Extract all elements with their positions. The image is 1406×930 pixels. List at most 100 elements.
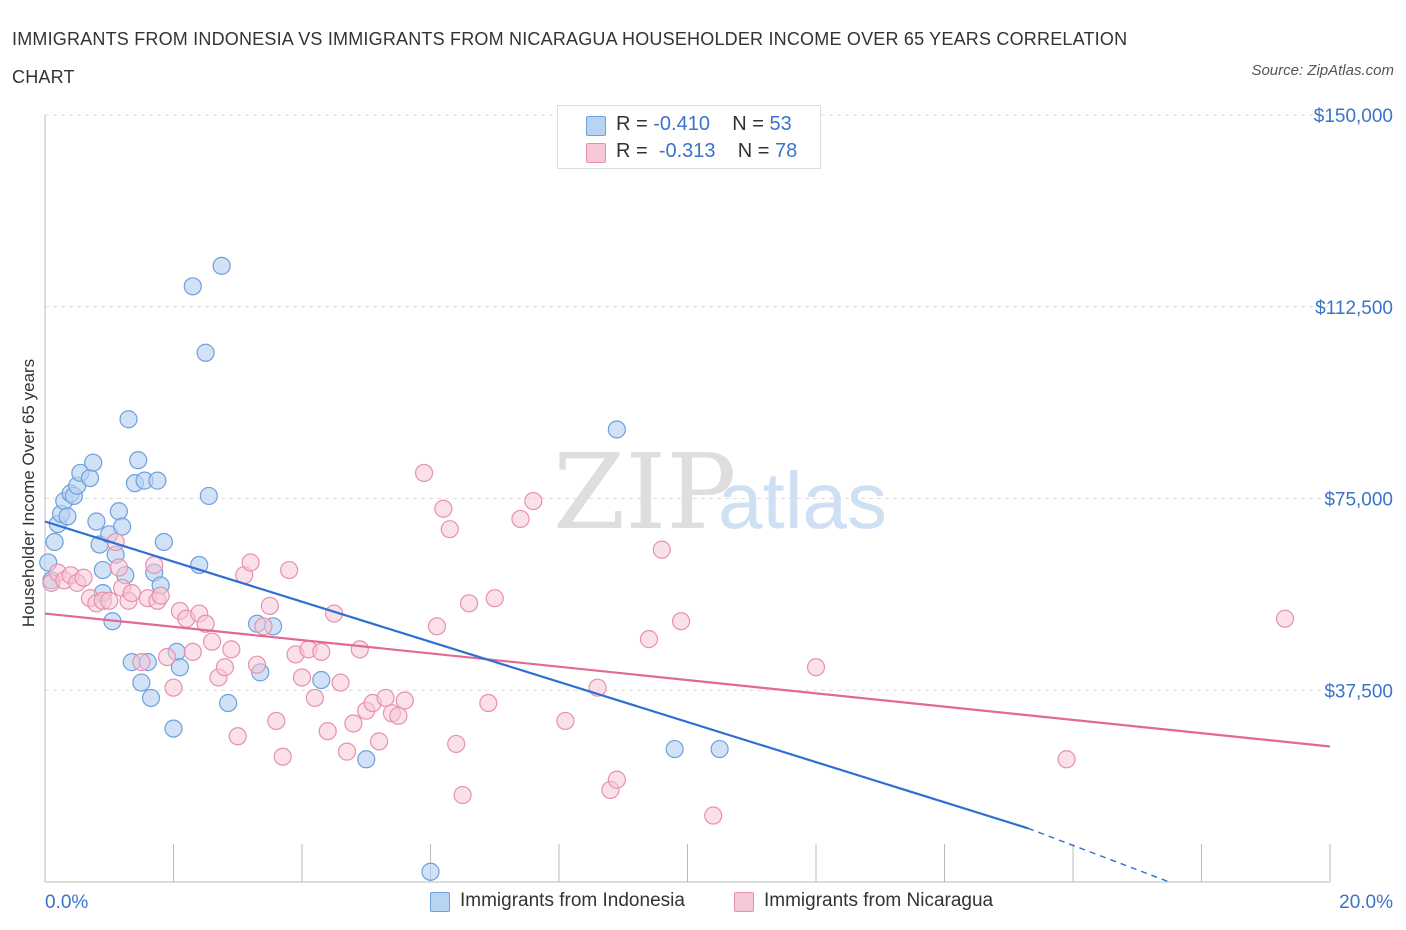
nicaragua-point [267,711,286,731]
indonesia-point [45,532,64,552]
nicaragua-point [447,734,466,754]
nicaragua-point [453,785,472,805]
indonesia-point [183,277,202,296]
x-tick-label: 20.0% [1339,892,1393,913]
nicaragua-point [145,555,164,575]
n-label: N = [737,140,770,162]
nicaragua-point [260,596,279,615]
y-tick-label: $112,500 [1315,298,1393,319]
indonesia-point [199,486,218,506]
watermark-atlas: atlas [718,456,887,545]
watermark: ZIP atlas [553,431,887,553]
nicaragua-point [318,722,337,741]
bottom-swatch-pink [734,892,754,912]
indonesia-point [112,517,132,536]
gridlines [45,114,1330,691]
n-value: 53 [769,113,792,135]
nicaragua-point [511,509,530,529]
nicaragua-point [350,640,369,659]
indonesia-point [119,410,138,429]
y-axis-label: Householder Income Over 65 years [19,359,38,627]
nicaragua-point [151,586,170,605]
nicaragua-point [196,614,215,633]
indonesia-point [710,739,729,759]
indonesia-trend-extension [1027,827,1170,883]
indonesia-point [141,688,161,708]
tick-labels: $37,500 $75,000 $112,500 $150,000 0.0% 20.0% [45,106,1393,913]
nicaragua-point [157,647,177,667]
nicaragua-point [1275,609,1295,628]
indonesia-point [58,507,77,526]
r-value: -0.410 [653,113,710,135]
indonesia-point [132,673,151,692]
nicaragua-point [479,693,498,713]
nicaragua-point [202,632,222,651]
nicaragua-point [440,520,459,539]
indonesia-trend-line [44,520,1029,830]
nicaragua-point [427,617,447,636]
y-tick-label: $150,000 [1314,106,1393,127]
indonesia-point [312,670,331,690]
legend-swatch-pink [586,143,606,163]
watermark-zip: ZIP [553,431,736,553]
nicaragua-point [459,594,479,613]
nicaragua-point [132,653,151,672]
nicaragua-point [671,612,691,631]
chart-title: IMMIGRANTS FROM INDONESIA VS IMMIGRANTS … [12,29,1128,87]
r-label: R = [616,140,648,162]
indonesia-point [665,739,684,759]
nicaragua-point [122,583,141,603]
nicaragua-point [652,540,671,559]
indonesia-point [212,256,231,275]
nicaragua-point [247,655,267,674]
stats-legend: R = -0.410 N = 53 R = -0.313 N = 78 [557,105,821,169]
indonesia-point [80,468,100,488]
indonesia-point [109,502,128,521]
indonesia-point [607,420,626,439]
nicaragua-point [273,747,292,766]
n-label: N = [732,113,764,135]
nicaragua-point [241,553,260,572]
nicaragua-point [215,658,234,677]
indonesia-point [87,512,106,531]
bottom-legend-label: Immigrants from Nicaragua [764,890,994,911]
trend-lines [44,520,1331,883]
indonesia-point [164,719,183,738]
r-value: -0.313 [658,140,716,162]
nicaragua-point [254,617,273,636]
nicaragua-point [389,706,408,725]
indonesia-point [196,343,215,362]
nicaragua-point [222,640,241,659]
indonesia-points [39,256,729,881]
nicaragua-point [704,806,723,825]
x-tick-label: 0.0% [45,892,88,913]
axes [44,115,1331,883]
indonesia-point [421,862,440,881]
indonesia-point [84,453,103,472]
nicaragua-point [183,642,202,662]
source-label: Source: ZipAtlas.com [1251,62,1394,79]
nicaragua-point [556,711,575,731]
nicaragua-point [312,642,331,662]
nicaragua-point [305,688,324,708]
nicaragua-trend-line [44,612,1331,748]
indonesia-point [219,693,238,713]
nicaragua-point [414,463,434,483]
y-tick-label: $37,500 [1324,681,1393,702]
y-tick-label: $75,000 [1324,490,1393,511]
r-label: R = [616,113,648,135]
nicaragua-point [395,691,414,710]
nicaragua-point [607,770,626,789]
nicaragua-point [100,591,119,610]
nicaragua-point [485,589,504,608]
nicaragua-points [42,463,1295,825]
nicaragua-point [337,742,357,761]
indonesia-point [148,471,167,490]
nicaragua-point [1057,750,1076,769]
nicaragua-point [376,688,395,708]
nicaragua-point [434,499,453,518]
nicaragua-point [292,668,312,687]
legend-swatch-blue [586,116,606,136]
nicaragua-point [228,727,247,746]
